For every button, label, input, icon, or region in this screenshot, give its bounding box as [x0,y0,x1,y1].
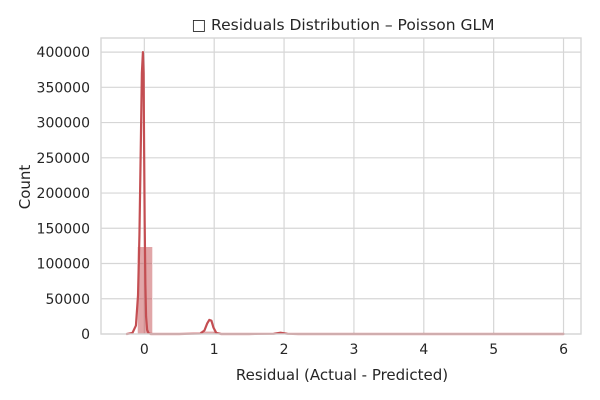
y-tick-label: 150000 [37,221,90,237]
x-axis-ticks: 0 1 2 3 4 5 6 [140,342,568,358]
x-tick-label: 6 [559,342,568,358]
x-tick-label: 0 [140,342,149,358]
y-tick-label: 0 [81,327,90,343]
x-tick-label: 3 [349,342,358,358]
grid-lines [101,38,581,335]
y-tick-label: 50000 [45,292,90,308]
y-tick-label: 100000 [37,257,90,273]
x-tick-label: 1 [210,342,219,358]
x-tick-label: 5 [489,342,498,358]
y-tick-label: 350000 [37,80,90,96]
x-tick-label: 4 [419,342,428,358]
histogram-bars [136,246,566,335]
y-tick-label: 250000 [37,151,90,167]
x-axis-label: Residual (Actual - Predicted) [236,366,448,384]
plot-frame [100,37,582,335]
y-axis-label: Count [16,165,34,210]
y-tick-label: 300000 [37,116,90,132]
chart-title: □ Residuals Distribution – Poisson GLM [191,16,494,34]
y-tick-label: 400000 [37,45,90,61]
y-axis-ticks: 0 50000 100000 150000 200000 250000 300000 3500… [37,45,90,343]
x-tick-label: 2 [280,342,289,358]
y-tick-label: 200000 [37,186,90,202]
